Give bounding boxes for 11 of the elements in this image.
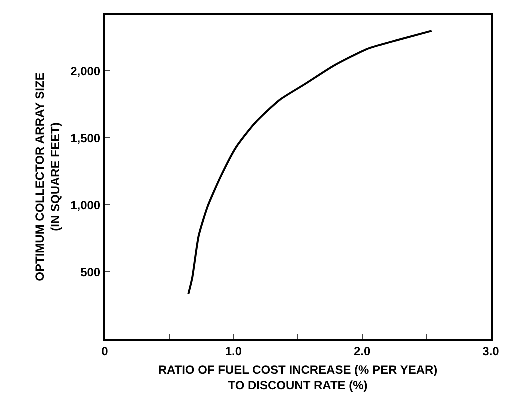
x-tick-label: 0 bbox=[102, 344, 109, 358]
y-tick-label: 1,000 bbox=[70, 198, 101, 212]
x-tick-label: 2.0 bbox=[354, 344, 371, 358]
x-axis-title: RATIO OF FUEL COST INCREASE (% PER YEAR) TO DISCOUNT RATE (%) bbox=[158, 362, 438, 392]
y-axis-title: OPTIMUM COLLECTOR ARRAY SIZE (IN SQUARE FEET) bbox=[32, 72, 62, 282]
x-tick-label: 3.0 bbox=[482, 344, 500, 358]
y-tick-label: 2,000 bbox=[70, 64, 101, 78]
x-tick-label: 1.0 bbox=[225, 344, 242, 358]
line-series bbox=[188, 30, 433, 296]
y-tick-label: 1,500 bbox=[70, 131, 101, 146]
y-tick-label: 500 bbox=[80, 265, 101, 280]
